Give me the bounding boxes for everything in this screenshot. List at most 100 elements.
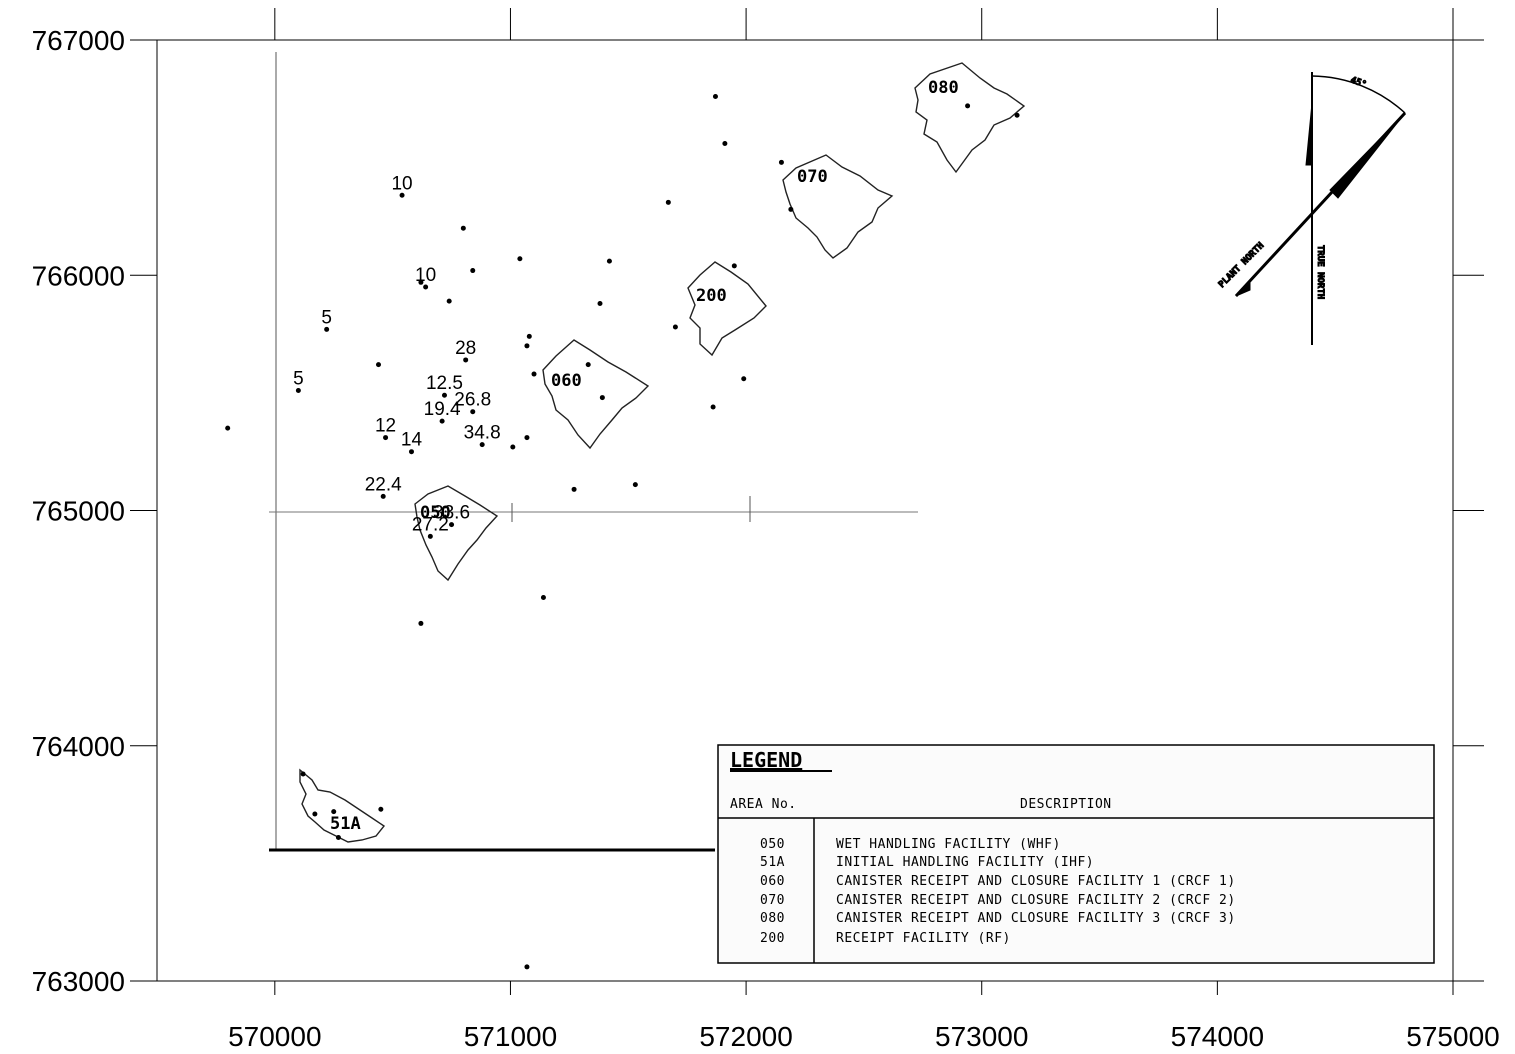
legend-row: 51A INITIAL HANDLING FACILITY (IHF) <box>760 855 1094 870</box>
x-tick-label: 573000 <box>935 1021 1028 1052</box>
point-value-label: 12 <box>375 416 396 437</box>
monitoring-point <box>510 444 516 450</box>
monitoring-point <box>1014 112 1020 118</box>
monitoring-point <box>423 284 429 290</box>
monitoring-point <box>399 192 405 198</box>
monitoring-point <box>597 300 603 306</box>
x-tick-label: 571000 <box>464 1021 557 1052</box>
legend-desc: RECEIPT FACILITY (RF) <box>836 931 1011 946</box>
legend-row: 200 RECEIPT FACILITY (RF) <box>760 931 1011 946</box>
legend-area: 51A <box>760 855 785 870</box>
monitoring-point <box>788 206 794 212</box>
plant-north-label: PLANT NORTH <box>1217 241 1266 290</box>
north-arrow: 45° PLANT NORTH TRUE NORTH <box>1217 72 1407 345</box>
legend-desc: INITIAL HANDLING FACILITY (IHF) <box>836 855 1094 870</box>
building-label-200: 200 <box>696 286 727 306</box>
monitoring-point <box>427 533 433 539</box>
legend-title: LEGEND <box>730 748 802 772</box>
monitoring-point <box>295 388 301 394</box>
y-tick-label: 763000 <box>32 966 125 997</box>
point-value-label: 5 <box>293 369 304 390</box>
monitoring-point <box>606 258 612 264</box>
legend-area: 060 <box>760 874 785 889</box>
legend-col-area: AREA No. <box>730 797 797 812</box>
monitoring-point <box>599 395 605 401</box>
building-050-outline <box>414 485 499 582</box>
x-tick-label: 575000 <box>1406 1021 1499 1052</box>
monitoring-point <box>375 362 381 368</box>
monitoring-point <box>710 404 716 410</box>
monitoring-point <box>460 225 466 231</box>
building-label-080: 080 <box>928 78 959 98</box>
point-value-label: 5 <box>321 307 332 328</box>
building-200-outline <box>687 261 767 357</box>
building-label-51A: 51A <box>330 814 361 834</box>
monitoring-point <box>965 103 971 109</box>
monitoring-point <box>446 298 452 304</box>
point-value-label: 34.8 <box>464 423 501 444</box>
point-value-label: 10 <box>415 265 436 286</box>
legend-col-description: DESCRIPTION <box>1020 797 1112 812</box>
north-angle-label: 45° <box>1349 75 1368 90</box>
monitoring-point <box>517 256 523 262</box>
legend-area: 050 <box>760 837 785 852</box>
monitoring-point <box>722 141 728 147</box>
monitoring-point <box>418 620 424 626</box>
legend-desc: WET HANDLING FACILITY (WHF) <box>836 837 1061 852</box>
building-080-outline <box>914 62 1026 174</box>
monitoring-point <box>225 425 231 431</box>
monitoring-point <box>731 263 737 269</box>
legend-desc: CANISTER RECEIPT AND CLOSURE FACILITY 1 … <box>836 874 1236 889</box>
buildings <box>299 62 1026 843</box>
monitoring-point <box>418 279 424 285</box>
monitoring-point <box>300 771 306 777</box>
legend-row: 060 CANISTER RECEIPT AND CLOSURE FACILIT… <box>760 874 1236 889</box>
monitoring-point <box>463 357 469 363</box>
x-tick-label: 572000 <box>699 1021 792 1052</box>
monitoring-point <box>470 409 476 415</box>
monitoring-point <box>408 449 414 455</box>
monitoring-point <box>526 333 532 339</box>
point-value-label: 33.6 <box>433 503 470 524</box>
y-tick-label: 767000 <box>32 25 125 56</box>
point-value-label: 26.8 <box>454 390 491 411</box>
monitoring-point <box>470 268 476 274</box>
legend: LEGEND AREA No. DESCRIPTION 050 WET HAND… <box>717 744 1435 964</box>
point-value-label: 19.4 <box>424 399 461 420</box>
building-060-outline <box>542 339 650 450</box>
monitoring-point <box>665 199 671 205</box>
monitoring-point <box>571 486 577 492</box>
monitoring-point <box>383 435 389 441</box>
building-label-070: 070 <box>797 167 828 187</box>
y-tick-label: 764000 <box>32 731 125 762</box>
legend-row: 070 CANISTER RECEIPT AND CLOSURE FACILIT… <box>760 893 1236 908</box>
axes: 570000 571000 572000 573000 574000 575000 7630… <box>32 8 1500 1052</box>
monitoring-point <box>439 418 445 424</box>
monitoring-point <box>540 595 546 601</box>
point-value-label: 28 <box>455 338 476 359</box>
building-labels: 080 070 200 060 050 51A <box>330 78 959 834</box>
monitoring-point <box>672 324 678 330</box>
legend-area: 080 <box>760 911 785 926</box>
monitoring-point <box>312 811 318 817</box>
legend-box <box>717 744 1435 964</box>
legend-row: 080 CANISTER RECEIPT AND CLOSURE FACILIT… <box>760 911 1236 926</box>
building-label-060: 060 <box>551 371 582 391</box>
monitoring-point <box>331 809 337 815</box>
monitoring-point <box>712 93 718 99</box>
survey-lines <box>269 52 918 850</box>
legend-desc: CANISTER RECEIPT AND CLOSURE FACILITY 2 … <box>836 893 1236 908</box>
monitoring-point <box>585 362 591 368</box>
legend-area: 200 <box>760 931 785 946</box>
legend-desc: CANISTER RECEIPT AND CLOSURE FACILITY 3 … <box>836 911 1236 926</box>
monitoring-point <box>741 376 747 382</box>
monitoring-point <box>531 371 537 377</box>
point-value-label: 12.5 <box>426 373 463 394</box>
monitoring-point <box>524 343 530 349</box>
monitoring-point <box>524 964 530 970</box>
building-070-outline <box>782 154 894 259</box>
point-value-label: 22.4 <box>365 474 402 495</box>
true-north-label: TRUE NORTH <box>1315 245 1325 299</box>
y-tick-label: 766000 <box>32 260 125 291</box>
